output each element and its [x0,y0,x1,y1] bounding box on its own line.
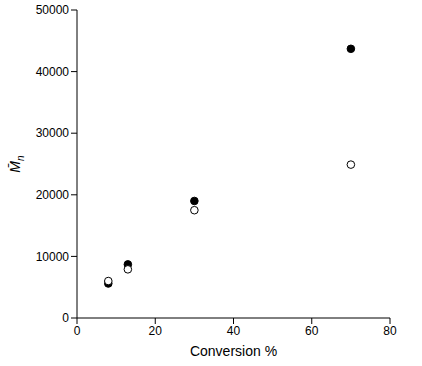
svg-text:M̄n: M̄n [8,155,26,173]
svg-text:60: 60 [305,324,319,338]
svg-text:40: 40 [227,324,241,338]
svg-text:0: 0 [74,324,81,338]
svg-text:20000: 20000 [36,188,70,202]
svg-text:0: 0 [62,311,69,325]
svg-text:Conversion %: Conversion % [190,343,277,359]
svg-text:20: 20 [149,324,163,338]
svg-text:40000: 40000 [36,65,70,79]
svg-text:50000: 50000 [36,3,70,17]
svg-text:80: 80 [383,324,397,338]
svg-text:30000: 30000 [36,126,70,140]
svg-text:10000: 10000 [36,250,70,264]
